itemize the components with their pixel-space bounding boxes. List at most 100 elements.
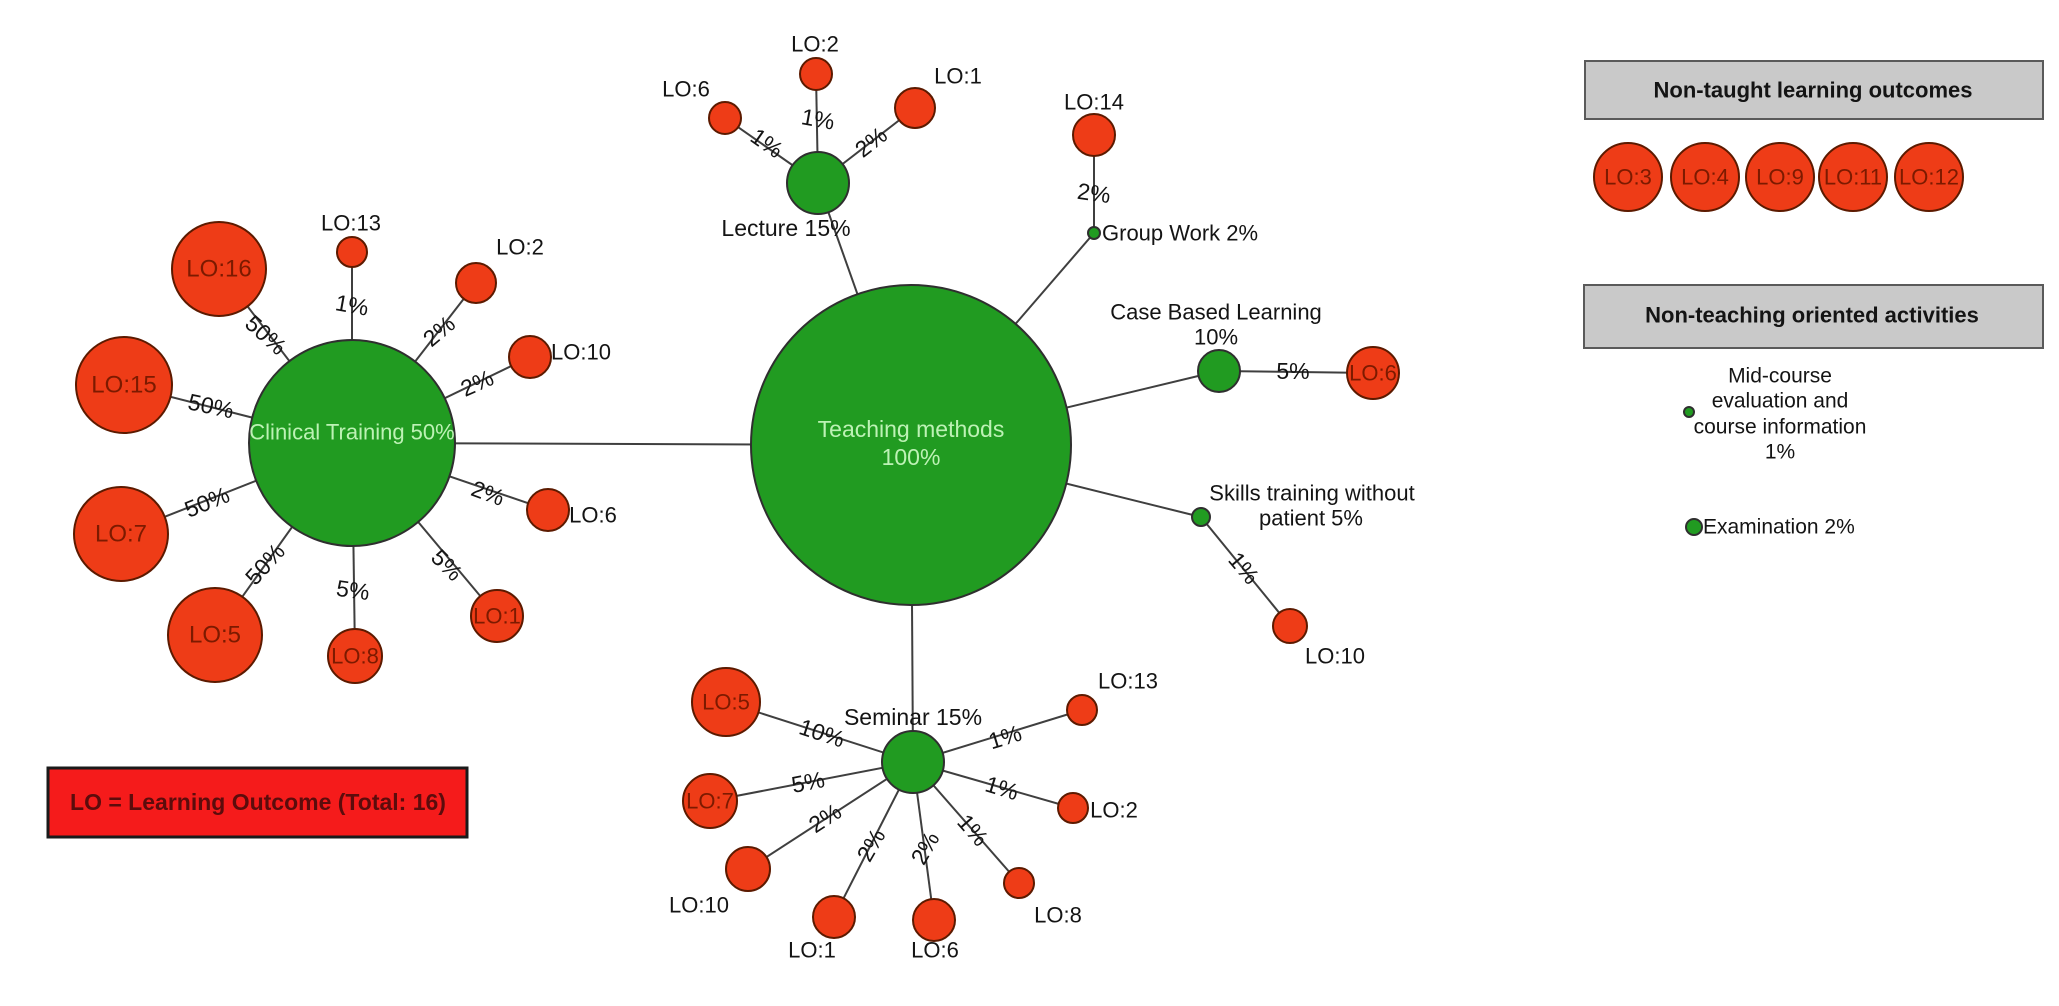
group-work-label: Group Work 2% bbox=[1102, 221, 1258, 246]
seminar-lo7-pct: 5% bbox=[789, 766, 827, 798]
clinical-lo8-label: LO:8 bbox=[331, 644, 379, 669]
midcourse-line-3: course information bbox=[1694, 416, 1867, 439]
edge-line bbox=[747, 761, 914, 870]
node-clinical-lo-7 bbox=[73, 486, 169, 582]
clinical-lo15-pct: 50% bbox=[186, 388, 236, 423]
non-taught-lo9-label: LO:9 bbox=[1756, 165, 1804, 190]
case-based-label-1: Case Based Learning bbox=[1110, 300, 1322, 325]
clinical-lo13-pct: 1% bbox=[333, 289, 370, 320]
non-taught-lo3-label: LO:3 bbox=[1604, 165, 1652, 190]
clinical-lo2-label: LO:2 bbox=[496, 235, 544, 260]
clinical-lo7-label: LO:7 bbox=[95, 521, 147, 548]
node-non-taught-lo-11 bbox=[1818, 142, 1888, 212]
clinical-lo2-pct: 2% bbox=[418, 310, 460, 351]
skills-label-2: patient 5% bbox=[1259, 506, 1363, 531]
node-clinical-lo-13 bbox=[336, 236, 368, 268]
seminar-lo6-label: LO:6 bbox=[911, 938, 959, 963]
node-seminar-lo-10 bbox=[725, 846, 771, 892]
clinical-lo10-label: LO:10 bbox=[551, 340, 611, 365]
node-group-work-lo-14 bbox=[1072, 113, 1116, 157]
node-seminar-lo-6 bbox=[912, 898, 956, 942]
node-clinical-lo-5 bbox=[167, 587, 263, 683]
node-seminar-lo-2 bbox=[1057, 792, 1089, 824]
examination-label: Examination 2% bbox=[1703, 516, 1855, 539]
teaching-methods-label-2: 100% bbox=[882, 444, 941, 470]
node-clinical-lo-6 bbox=[526, 488, 570, 532]
seminar-label: Seminar 15% bbox=[844, 704, 982, 730]
seminar-lo13-pct: 1% bbox=[985, 720, 1024, 755]
midcourse-line-2: evaluation and bbox=[1712, 390, 1849, 413]
seminar-lo10-label: LO:10 bbox=[669, 893, 729, 918]
node-skills-training bbox=[1191, 507, 1211, 527]
node-skills-lo-10 bbox=[1272, 608, 1308, 644]
node-lecture-lo-1 bbox=[894, 87, 936, 129]
clinical-lo1-pct: 5% bbox=[426, 544, 468, 586]
clinical-lo5-label: LO:5 bbox=[189, 622, 241, 649]
midcourse-line-1: Mid-course bbox=[1728, 365, 1832, 388]
clinical-lo5-pct: 50% bbox=[240, 538, 290, 590]
node-lecture bbox=[786, 151, 850, 215]
clinical-lo10-pct: 2% bbox=[457, 364, 498, 401]
node-clinical-lo-2 bbox=[455, 262, 497, 304]
group-work-lo14-pct: 2% bbox=[1076, 178, 1113, 208]
non-taught-lo12-label: LO:12 bbox=[1899, 165, 1959, 190]
node-examination-dot bbox=[1685, 518, 1703, 536]
seminar-lo2-label: LO:2 bbox=[1090, 798, 1138, 823]
case-based-lo6-label: LO:6 bbox=[1349, 361, 1397, 386]
lecture-lo6-label: LO:6 bbox=[662, 77, 710, 102]
seminar-lo1-pct: 2% bbox=[851, 824, 890, 866]
non-teaching-title: Non-teaching oriented activities bbox=[1645, 303, 1979, 328]
group-work-lo14-label: LO:14 bbox=[1064, 90, 1124, 115]
node-clinical-lo-15 bbox=[75, 336, 173, 434]
node-seminar-lo-1 bbox=[812, 895, 856, 939]
node-seminar-lo-8 bbox=[1003, 867, 1035, 899]
node-non-taught-lo-9 bbox=[1745, 142, 1815, 212]
node-non-taught-lo-12 bbox=[1894, 142, 1964, 212]
clinical-lo6-label: LO:6 bbox=[569, 503, 617, 528]
edge-line bbox=[709, 761, 914, 802]
edge-line bbox=[1200, 516, 1291, 627]
node-group-work bbox=[1087, 226, 1101, 240]
seminar-lo5-pct: 10% bbox=[796, 714, 848, 753]
non-taught-lo4-label: LO:4 bbox=[1681, 165, 1729, 190]
node-lecture-lo-2 bbox=[799, 57, 833, 91]
node-clinical-lo-8 bbox=[327, 628, 383, 684]
seminar-lo8-label: LO:8 bbox=[1034, 903, 1082, 928]
teaching-methods-label-1: Teaching methods bbox=[818, 416, 1005, 442]
lecture-lo2-label: LO:2 bbox=[791, 32, 839, 57]
case-based-label-2: 10% bbox=[1194, 325, 1238, 350]
non-taught-lo11-label: LO:11 bbox=[1824, 165, 1882, 190]
midcourse-line-4: 1% bbox=[1765, 441, 1795, 464]
node-case-based-lo-6 bbox=[1346, 346, 1400, 400]
clinical-lo15-label: LO:15 bbox=[91, 372, 156, 399]
clinical-lo1-label: LO:1 bbox=[473, 604, 521, 629]
node-non-taught-lo-3 bbox=[1593, 142, 1663, 212]
lo-definition-label: LO = Learning Outcome (Total: 16) bbox=[70, 789, 446, 815]
clinical-lo16-label: LO:16 bbox=[186, 256, 251, 283]
lecture-lo1-label: LO:1 bbox=[934, 64, 982, 89]
node-teaching-methods bbox=[750, 284, 1072, 606]
lecture-label: Lecture 15% bbox=[721, 215, 850, 241]
lecture-lo1-pct: 2% bbox=[850, 122, 892, 163]
node-non-taught-lo-4 bbox=[1670, 142, 1740, 212]
node-clinical-training bbox=[248, 339, 456, 547]
clinical-lo7-pct: 50% bbox=[181, 481, 233, 522]
skills-lo10-label: LO:10 bbox=[1305, 644, 1365, 669]
node-clinical-lo-10 bbox=[508, 335, 552, 379]
node-lecture-lo-6 bbox=[708, 101, 742, 135]
seminar-lo2-pct: 1% bbox=[982, 771, 1021, 806]
clinical-lo13-label: LO:13 bbox=[321, 211, 381, 236]
seminar-lo6-pct: 2% bbox=[905, 827, 944, 869]
seminar-lo5-label: LO:5 bbox=[702, 690, 750, 715]
clinical-lo6-pct: 2% bbox=[468, 475, 508, 511]
lo-definition-box bbox=[46, 766, 469, 839]
non-teaching-header-box bbox=[1583, 284, 2044, 349]
skills-label-1: Skills training without bbox=[1209, 481, 1414, 506]
non-taught-title: Non-taught learning outcomes bbox=[1654, 78, 1973, 103]
seminar-lo13-label: LO:13 bbox=[1098, 669, 1158, 694]
clinical-lo8-pct: 5% bbox=[335, 575, 372, 605]
node-seminar-lo-7 bbox=[682, 773, 738, 829]
node-seminar-lo-5 bbox=[691, 667, 761, 737]
